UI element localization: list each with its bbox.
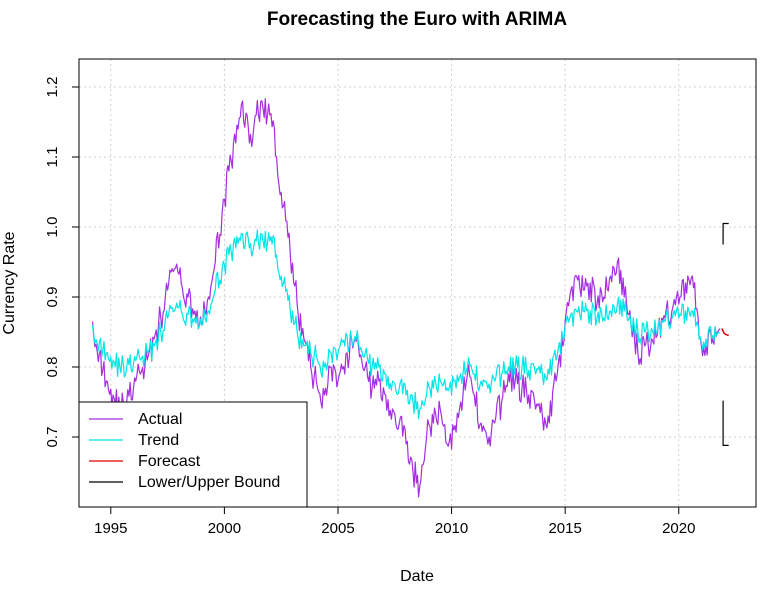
y-tick-label: 1.1 <box>44 147 61 168</box>
legend-box <box>78 401 308 508</box>
legend-label: Trend <box>138 432 179 449</box>
legend-label: Lower/Upper Bound <box>138 474 280 491</box>
y-tick-label: 1.0 <box>44 217 61 238</box>
y-tick-label: 0.7 <box>44 427 61 448</box>
series-actual-line <box>92 98 721 498</box>
chart-title: Forecasting the Euro with ARIMA <box>267 9 567 30</box>
x-tick-label: 2015 <box>548 520 581 537</box>
y-tick-label: 0.9 <box>44 287 61 308</box>
legend: Actual Trend Forecast Lower/Upper Bound <box>78 401 308 508</box>
series-trend-line <box>92 229 721 420</box>
series-forecast-line <box>721 328 729 337</box>
x-axis: 1995 2000 2005 2010 2015 2020 <box>94 507 695 537</box>
plot-frame <box>78 58 757 508</box>
series-lower-bound-line <box>722 400 729 446</box>
legend-label: Actual <box>138 411 182 428</box>
x-tick-label: 2010 <box>435 520 468 537</box>
series-layer <box>92 98 729 498</box>
y-tick-label: 1.2 <box>44 77 61 98</box>
x-tick-label: 2000 <box>208 520 241 537</box>
legend-label: Forecast <box>138 453 201 470</box>
x-tick-label: 1995 <box>94 520 127 537</box>
x-tick-label: 2020 <box>662 520 695 537</box>
x-tick-label: 2005 <box>321 520 354 537</box>
y-axis: 0.7 0.8 0.9 1.0 1.1 1.2 <box>44 77 79 448</box>
y-axis-label: Currency Rate <box>1 231 18 334</box>
series-upper-bound-line <box>722 222 729 245</box>
x-axis-label: Date <box>400 568 434 585</box>
y-tick-label: 0.8 <box>44 357 61 378</box>
